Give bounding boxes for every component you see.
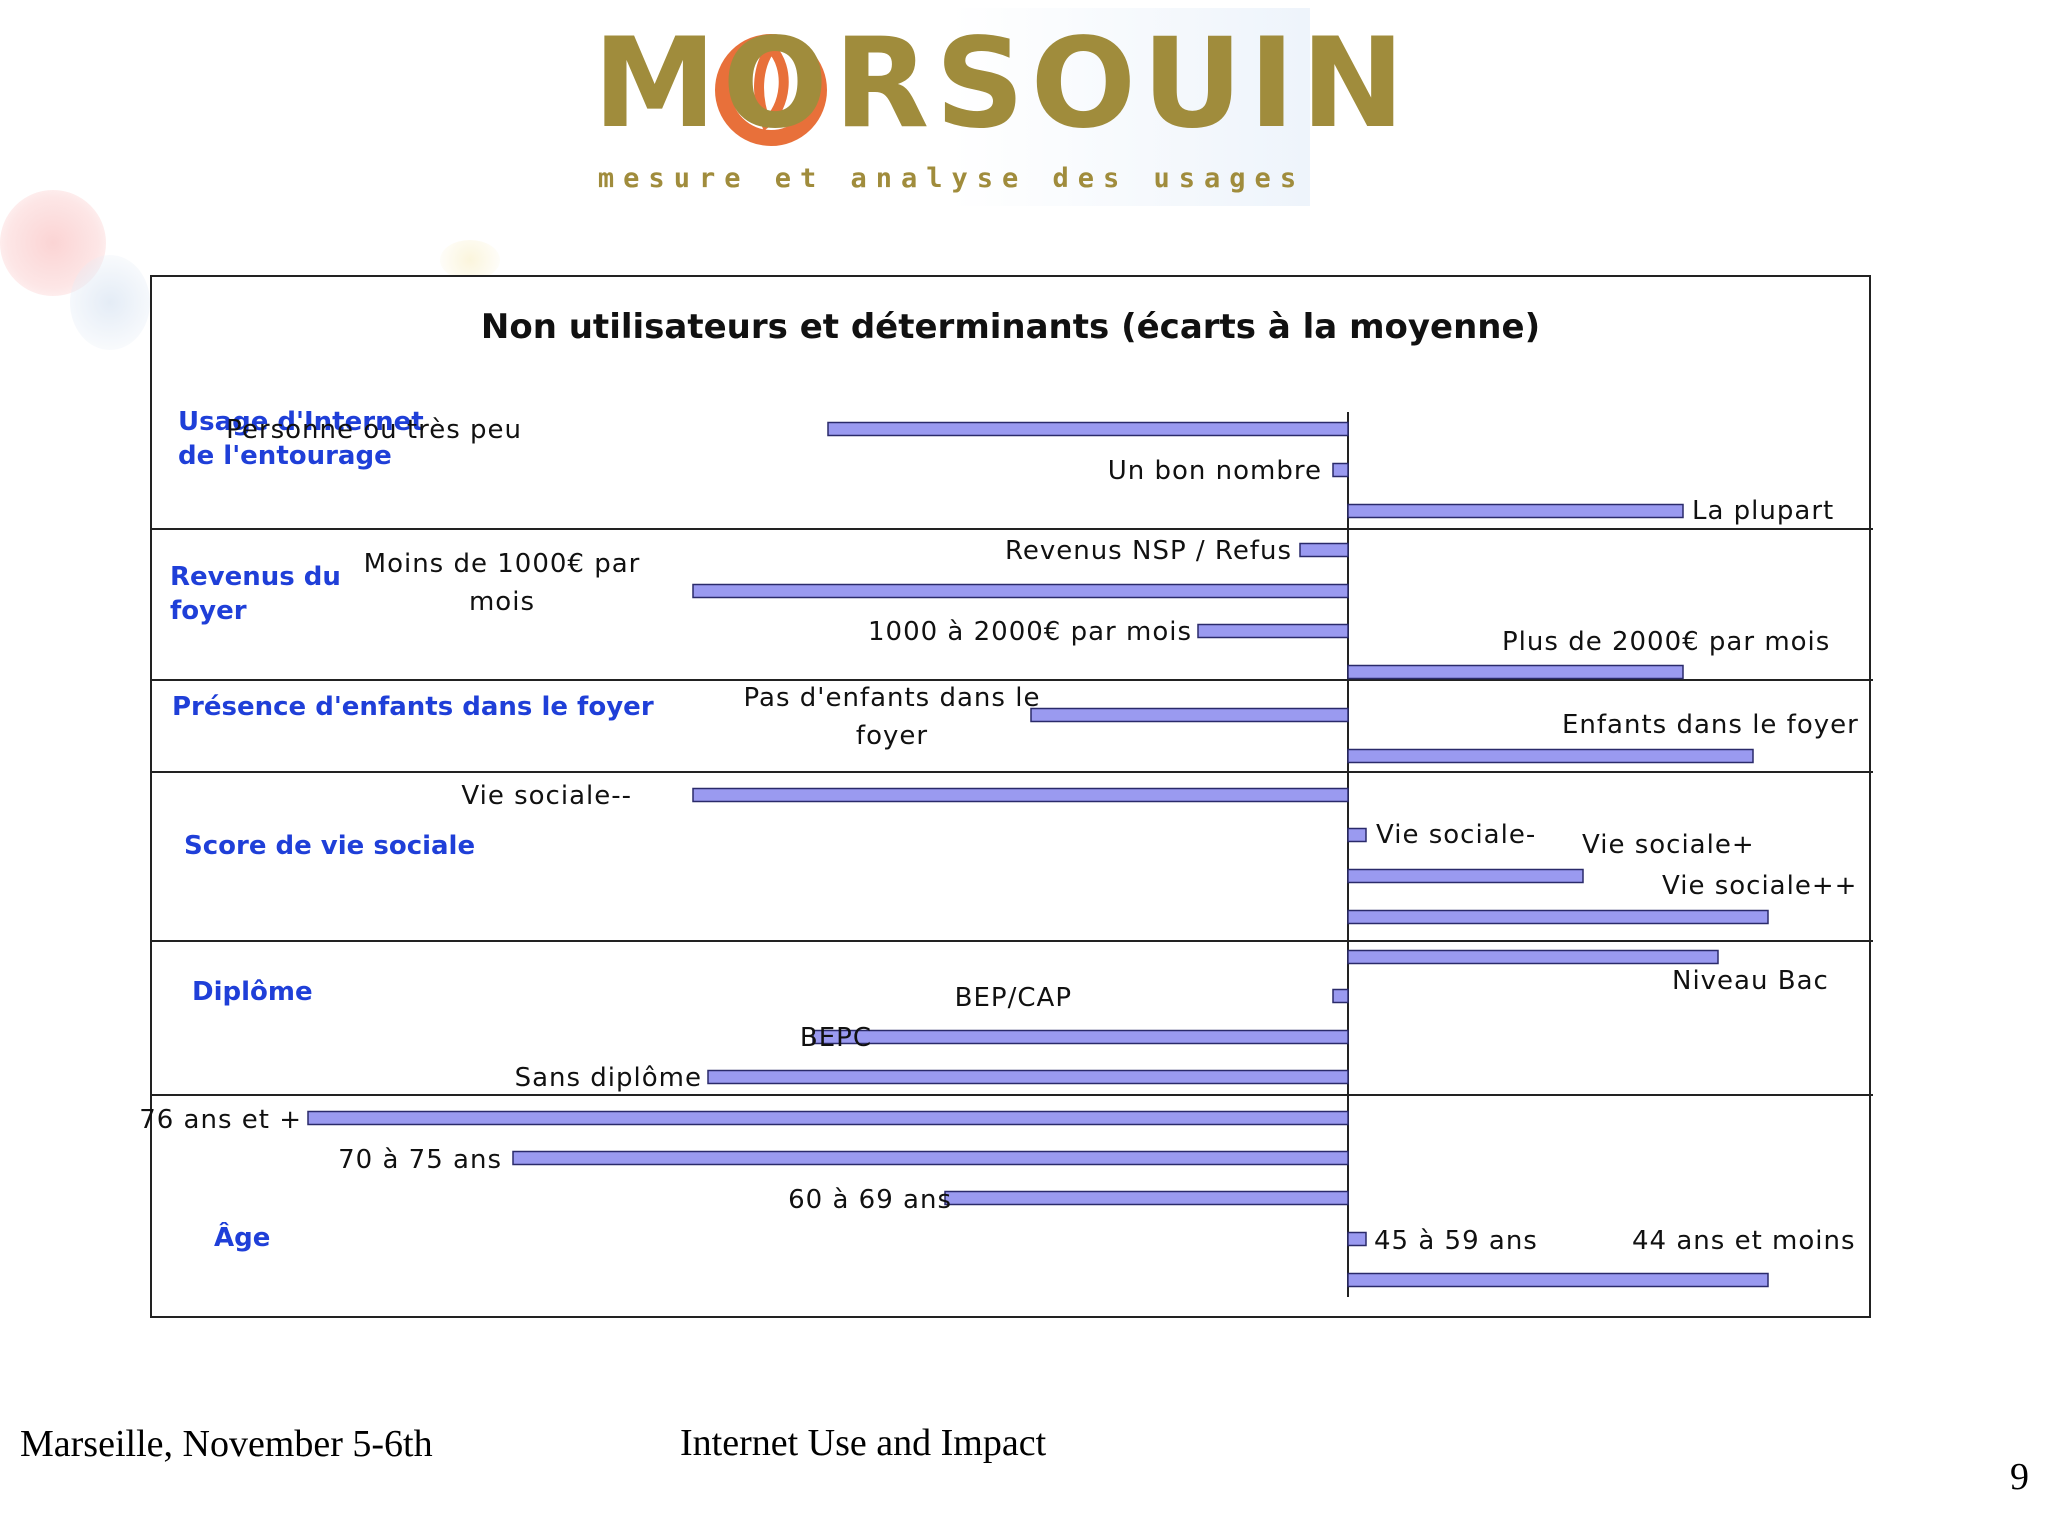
- bar: [1347, 503, 1684, 519]
- bar: [707, 1069, 1349, 1085]
- bar: [1347, 1231, 1367, 1247]
- bar-label: 1000 à 2000€ par mois: [868, 617, 1192, 647]
- group-label: Présence d'enfants dans le foyer: [172, 692, 654, 722]
- bar-label: Pas d'enfants dans le foyer: [743, 683, 1041, 751]
- chart-panel: Non utilisateurs et déterminants (écarts…: [139, 275, 1873, 1318]
- bar-label: La plupart: [1692, 496, 1835, 526]
- chart-title: Non utilisateurs et déterminants (écarts…: [480, 307, 1541, 347]
- bar: [1347, 868, 1584, 884]
- bar: [1347, 664, 1684, 680]
- bar-label: 45 à 59 ans: [1374, 1226, 1538, 1256]
- bar: [1332, 462, 1349, 478]
- bar: [1197, 623, 1349, 639]
- decorative-circle-yellow: [440, 240, 500, 280]
- logo-tagline: mesure et analyse des usages: [597, 163, 1306, 194]
- logo-wordmark: MORSOUIN: [593, 12, 1411, 156]
- bar-label: Vie sociale--: [461, 781, 632, 811]
- page-number: 9: [2010, 1456, 2029, 1498]
- bar-label: Vie sociale-: [1376, 820, 1537, 850]
- bar: [692, 583, 1349, 599]
- bar: [1347, 1272, 1769, 1288]
- footer-location: Marseille, November 5-6th: [20, 1423, 433, 1465]
- group-label: Diplôme: [192, 977, 313, 1007]
- bar: [512, 1150, 1349, 1166]
- bar-label: 70 à 75 ans: [338, 1145, 502, 1175]
- bar: [1347, 748, 1754, 764]
- bar: [1332, 988, 1349, 1004]
- bar: [944, 1190, 1349, 1206]
- bar: [307, 1110, 1349, 1126]
- logo-ring-icon: [715, 34, 827, 146]
- bar: [1030, 707, 1349, 723]
- bar: [1347, 827, 1367, 843]
- bar-label: Plus de 2000€ par mois: [1502, 627, 1831, 657]
- bar: [827, 421, 1349, 437]
- chart-plot: [152, 412, 1873, 1297]
- bar: [1347, 949, 1719, 965]
- group-label: Score de vie sociale: [184, 831, 476, 861]
- bar: [812, 1029, 1349, 1045]
- bar-label: Revenus NSP / Refus: [1004, 536, 1292, 566]
- bar: [692, 787, 1349, 803]
- group-label: Âge: [214, 1223, 271, 1253]
- bar-label: Vie sociale+: [1582, 830, 1755, 860]
- group-label: Usage d'Internet de l'entourage: [178, 407, 424, 471]
- bar-label: BEP/CAP: [954, 983, 1072, 1013]
- footer-title: Internet Use and Impact: [680, 1422, 1047, 1464]
- bar-label: Niveau Bac: [1672, 966, 1829, 996]
- bar-label: Personne ou très peu: [226, 415, 522, 445]
- morsouin-logo: MORSOUIN mesure et analyse des usages: [593, 8, 1411, 206]
- bar-label: 76 ans et +: [139, 1105, 302, 1135]
- bar-label: Un bon nombre: [1107, 456, 1322, 486]
- bar-label: Moins de 1000€ par mois: [363, 549, 641, 617]
- bar-label: Vie sociale++: [1662, 871, 1858, 901]
- bar-label: 60 à 69 ans: [788, 1185, 952, 1215]
- group-label: Revenus du foyer: [170, 562, 341, 626]
- bar-label: BEPC: [799, 1023, 872, 1053]
- bar-label: 44 ans et moins: [1632, 1226, 1856, 1256]
- bar-label: Enfants dans le foyer: [1562, 710, 1859, 740]
- decorative-circle-blue: [70, 255, 150, 350]
- bar: [1347, 909, 1769, 925]
- bar-label: Sans diplôme: [514, 1063, 702, 1093]
- bar: [1299, 542, 1349, 558]
